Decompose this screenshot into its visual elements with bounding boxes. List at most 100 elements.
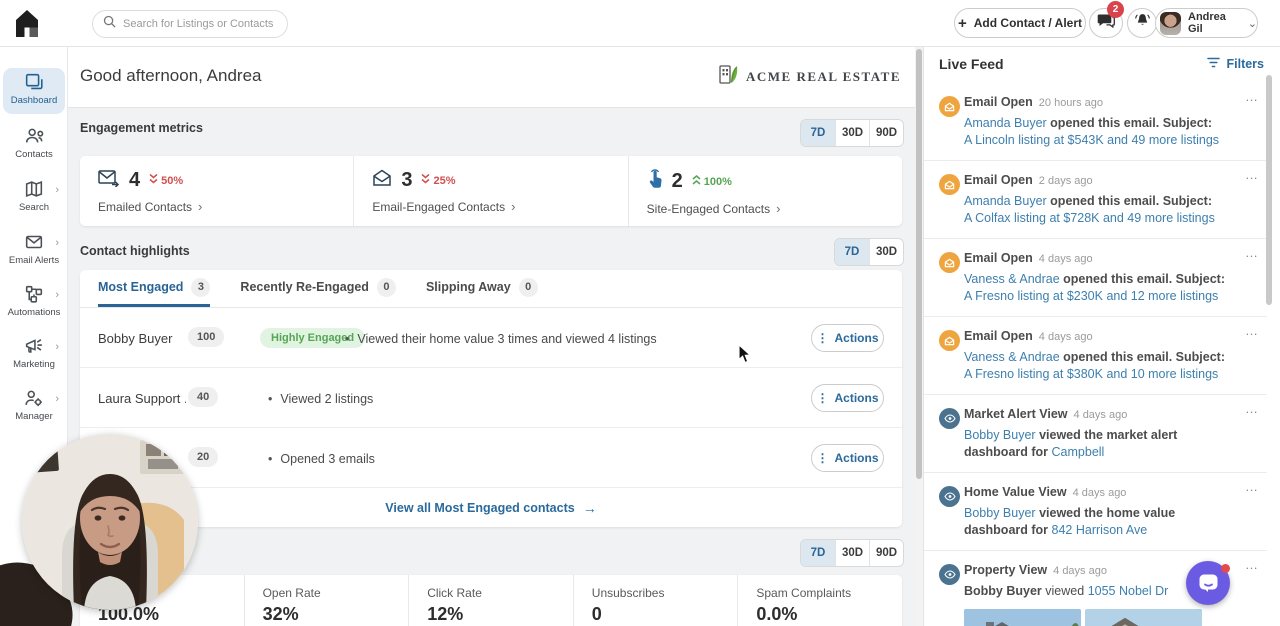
kebab-icon: ⋮: [816, 451, 829, 465]
metric-link-emailed-contacts[interactable]: Emailed Contacts ›: [98, 199, 353, 214]
actions-button[interactable]: ⋮ Actions: [811, 444, 884, 472]
contact-name[interactable]: Bobby Buyer: [98, 331, 173, 346]
feed-type: Home Value View: [964, 485, 1067, 499]
feed-actor-link[interactable]: Amanda Buyer: [964, 194, 1047, 208]
bullet-icon: •: [268, 452, 273, 466]
feed-subject-link[interactable]: 842 Harrison Ave: [1051, 523, 1148, 537]
metric-label: Site-Engaged Contacts: [646, 201, 771, 216]
stat-open-rate: Open Rate 32%: [243, 575, 409, 626]
sidebar-item-email-alerts[interactable]: Email Alerts ›: [3, 228, 65, 274]
actions-button[interactable]: ⋮ Actions: [811, 324, 884, 352]
stat-value: 0: [591, 604, 602, 624]
ellipsis-menu-icon[interactable]: …: [1245, 323, 1259, 338]
property-photo[interactable]: [1085, 609, 1202, 626]
contact-highlights-card: Most Engaged 3 Recently Re-Engaged 0 Sli…: [80, 270, 902, 527]
stat-label: Open Rate: [262, 586, 321, 600]
stat-label: Spam Complaints: [756, 586, 852, 600]
feed-text: viewed the home value dashboard for: [964, 506, 1176, 537]
feed-time: 2 days ago: [1038, 175, 1093, 187]
ellipsis-menu-icon[interactable]: …: [1245, 557, 1259, 572]
range-90d[interactable]: 90D: [869, 540, 903, 566]
range-7d[interactable]: 7D: [801, 540, 835, 566]
chevron-right-icon: ›: [198, 199, 203, 214]
actions-button[interactable]: ⋮ Actions: [811, 384, 884, 412]
property-photo[interactable]: [964, 609, 1081, 626]
property-photos: [964, 609, 1241, 626]
feed-subject-link[interactable]: Campbell: [1051, 445, 1105, 459]
feed-actor-link[interactable]: Bobby Buyer: [964, 506, 1036, 520]
metric-value: 2: [671, 170, 683, 192]
main-scrollbar-track[interactable]: [915, 47, 923, 626]
feed-subject-link[interactable]: A Colfax listing at $728K and 49 more li…: [964, 211, 1215, 225]
sidebar-item-manager[interactable]: Manager ›: [3, 384, 65, 430]
ellipsis-menu-icon[interactable]: …: [1245, 479, 1259, 494]
add-contact-alert-button[interactable]: + Add Contact / Alert: [954, 8, 1086, 38]
kebab-icon: ⋮: [816, 331, 829, 345]
feed-actor-link[interactable]: Vaness & Andrae: [964, 272, 1060, 286]
page-title: Good afternoon, Andrea: [80, 66, 262, 85]
range-30d[interactable]: 30D: [869, 239, 903, 265]
trend-value: 100%: [703, 175, 732, 188]
feed-subject-link[interactable]: A Fresno listing at $380K and 10 more li…: [964, 367, 1219, 381]
actions-label: Actions: [834, 331, 879, 345]
main-scrollbar-thumb[interactable]: [916, 49, 922, 479]
metric-link-site-engaged-contacts[interactable]: Site-Engaged Contacts ›: [647, 201, 902, 216]
sidebar-item-marketing[interactable]: Marketing ›: [3, 332, 65, 378]
notifications-button[interactable]: [1127, 8, 1157, 38]
feed-actor-bold[interactable]: Bobby Buyer: [964, 584, 1042, 598]
metric-label: Emailed Contacts: [98, 199, 193, 214]
feed-type: Property View: [964, 563, 1048, 577]
trend-value: 25%: [433, 174, 456, 187]
user-avatar: [1160, 11, 1181, 35]
live-feed-scrollbar-thumb[interactable]: [1266, 75, 1272, 305]
highlights-range-toggle: 7D 30D: [834, 238, 904, 266]
chevron-right-icon: ›: [55, 237, 59, 249]
manager-icon: [23, 387, 45, 409]
stat-spam-complaints: Spam Complaints 0.0%: [737, 575, 902, 626]
plus-icon: +: [958, 14, 967, 32]
range-90d[interactable]: 90D: [869, 120, 903, 146]
search-icon: [103, 15, 116, 33]
status-badge: Highly Engaged: [260, 328, 366, 348]
add-contact-alert-label: Add Contact / Alert: [973, 16, 1082, 30]
sidebar-item-search[interactable]: Search ›: [3, 175, 65, 221]
range-7d[interactable]: 7D: [801, 120, 835, 146]
tab-slipping-away[interactable]: Slipping Away 0: [426, 270, 538, 307]
feed-subject-link[interactable]: 1055 Nobel Dr: [1087, 584, 1169, 598]
range-30d[interactable]: 30D: [835, 120, 869, 146]
filters-button[interactable]: Filters: [1207, 57, 1264, 71]
sidebar-item-label: Contacts: [15, 149, 53, 160]
ellipsis-menu-icon[interactable]: …: [1245, 89, 1259, 104]
feed-subject-link[interactable]: A Lincoln listing at $543K and 49 more l…: [964, 133, 1220, 147]
metric-link-email-engaged-contacts[interactable]: Email-Engaged Contacts ›: [372, 199, 627, 214]
feed-type: Email Open: [964, 173, 1033, 187]
stat-value: 32%: [262, 604, 299, 624]
sidebar-item-dashboard[interactable]: Dashboard: [3, 68, 65, 114]
tab-recently-re-engaged[interactable]: Recently Re-Engaged 0: [240, 270, 396, 307]
app-logo-icon[interactable]: [10, 6, 44, 40]
live-feed-title: Live Feed: [939, 56, 1004, 72]
feed-time: 20 hours ago: [1038, 97, 1103, 109]
tab-most-engaged[interactable]: Most Engaged 3: [98, 270, 211, 307]
sidebar-item-automations[interactable]: Automations ›: [3, 280, 65, 326]
range-30d[interactable]: 30D: [835, 540, 869, 566]
double-chevron-up-icon: [692, 174, 701, 189]
live-feed-panel: Live Feed Filters Email Open 20 hours ago…: [923, 47, 1280, 626]
range-7d[interactable]: 7D: [835, 239, 869, 265]
ellipsis-menu-icon[interactable]: …: [1245, 167, 1259, 182]
contact-name[interactable]: Laura Support ...: [98, 391, 186, 406]
feed-subject-link[interactable]: A Fresno listing at $230K and 12 more li…: [964, 289, 1219, 303]
feed-actor-link[interactable]: Amanda Buyer: [964, 116, 1047, 130]
ellipsis-menu-icon[interactable]: …: [1245, 401, 1259, 416]
feed-text: opened this email. Subject:: [1063, 272, 1225, 286]
sidebar-item-contacts[interactable]: Contacts: [3, 122, 65, 168]
ellipsis-menu-icon[interactable]: …: [1245, 245, 1259, 260]
email-open-icon: [372, 169, 392, 192]
feed-actor-link[interactable]: Vaness & Andrae: [964, 350, 1060, 364]
view-all-link[interactable]: View all Most Engaged contacts →: [80, 488, 902, 527]
user-menu[interactable]: Andrea Gil ⌄: [1155, 8, 1258, 38]
feed-actor-link[interactable]: Bobby Buyer: [964, 428, 1036, 442]
stat-click-rate: Click Rate 12%: [408, 575, 573, 626]
search-input[interactable]: [123, 18, 273, 30]
metric-value: 4: [129, 169, 141, 191]
